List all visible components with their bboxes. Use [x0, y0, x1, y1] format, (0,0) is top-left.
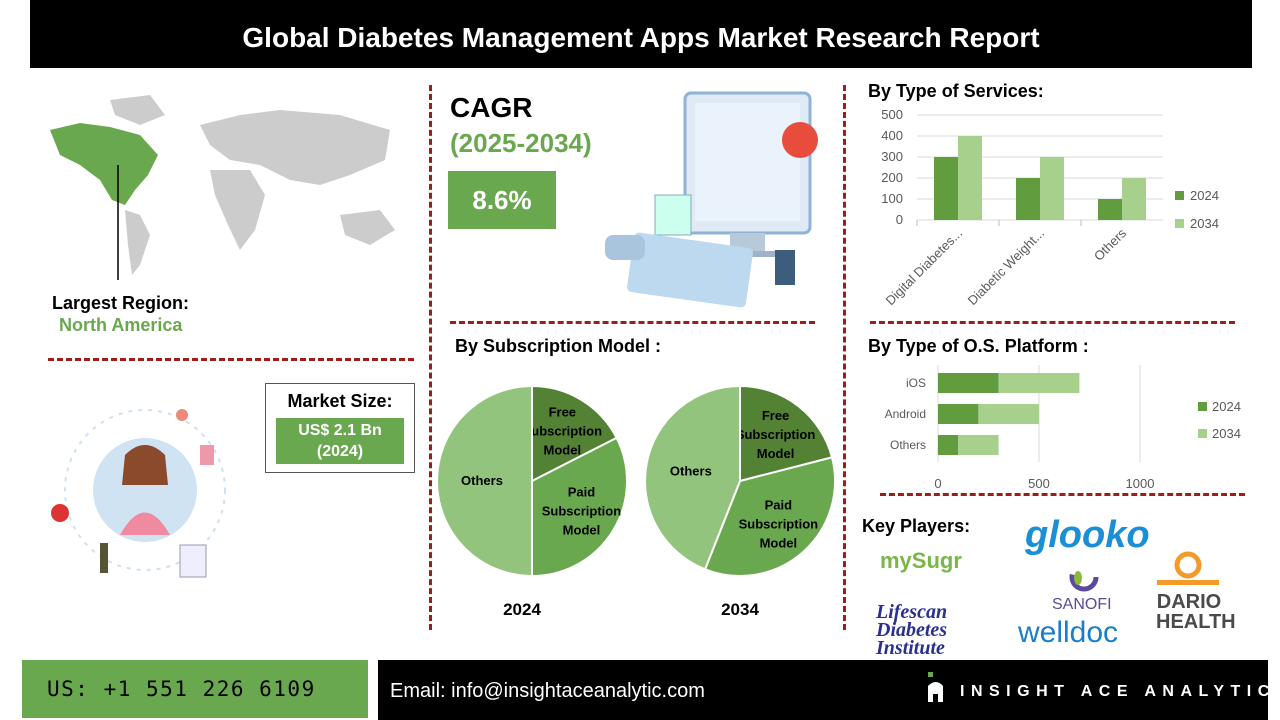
pie-caption: 2024: [503, 600, 541, 619]
bar-2024: [938, 435, 959, 455]
cagr-value: 8.6%: [448, 171, 556, 229]
divider: [48, 358, 414, 361]
legend-swatch: [1175, 191, 1184, 200]
market-size-year: (2024): [316, 443, 364, 460]
bar-2034: [1040, 157, 1064, 220]
medical-monitor-illustration: [605, 91, 818, 308]
market-size-value: US$ 2.1 Bn (2024): [276, 418, 404, 464]
largest-region-value: North America: [59, 315, 183, 335]
x-tick-label: Diabetic Weight...: [965, 226, 1047, 308]
cagr-period: (2025-2034): [450, 128, 592, 158]
slice-label: Paid: [568, 484, 596, 499]
divider: [429, 85, 432, 630]
slice-label: Subscription: [739, 517, 819, 532]
sanofi-logo-icon: [1069, 562, 1099, 592]
bar-2034: [1122, 178, 1146, 220]
y-tick-label: 400: [881, 128, 903, 143]
bar-2024: [938, 404, 979, 424]
legend-label: 2024: [1190, 188, 1219, 203]
legend-label: 2024: [1212, 399, 1241, 414]
divider: [843, 85, 846, 630]
services-chart-title: By Type of Services:: [868, 81, 1044, 101]
brand-name: INSIGHT ACE ANALYTIC: [960, 683, 1276, 700]
bar-2024: [938, 373, 999, 393]
insight-ace-logo-icon: [928, 672, 943, 702]
y-tick-label: 300: [881, 149, 903, 164]
phone-contact: US: +1 551 226 6109: [22, 660, 368, 718]
market-size-title: Market Size:: [287, 391, 393, 411]
market-size-card: Market Size: US$ 2.1 Bn (2024): [265, 383, 415, 473]
bar-2024: [1098, 199, 1122, 220]
y-tick-label: 0: [896, 212, 903, 227]
slice-label: Free: [549, 405, 576, 420]
pie-slice: [531, 384, 618, 483]
subscription-pie-charts: Free Subscription Model Paid Subscription Mod…: [436, 384, 836, 619]
x-tick-label: Digital Diabetes...: [882, 226, 965, 309]
x-tick-label: 500: [1028, 476, 1050, 491]
legend-label: 2034: [1212, 426, 1241, 441]
os-chart-title: By Type of O.S. Platform :: [868, 336, 1089, 356]
os-platform-bar-chart: 0 500 1000 iOS Android Others 2024 2034: [885, 365, 1241, 491]
key-players-title: Key Players:: [862, 516, 971, 536]
logo-mysugr: mySugr: [880, 548, 962, 573]
divider: [870, 321, 1235, 324]
divider: [880, 493, 1245, 496]
pie-slice: [703, 456, 836, 577]
slice-label: Subscription: [523, 424, 603, 439]
legend-label: 2034: [1190, 216, 1219, 231]
x-tick-label: 0: [934, 476, 941, 491]
logo-welldoc: welldoc: [1018, 616, 1119, 649]
dario-logo-icon: [1157, 551, 1219, 585]
logo-sanofi: SANOFI: [1052, 596, 1112, 613]
subscription-chart-title: By Subscription Model :: [455, 336, 662, 356]
services-bar-chart: 0 100 200 300 400 500 Digital Diabetes... Diabe…: [881, 107, 1219, 309]
slice-label: Paid: [765, 498, 793, 513]
logo-dario-health: DARIO HEALTH: [1156, 591, 1236, 633]
pie-slice: [531, 436, 628, 578]
slice-label: Subscription: [736, 427, 816, 442]
market-size-amount: US$ 2.1 Bn: [298, 422, 382, 439]
divider: [450, 321, 815, 324]
slice-label: Others: [670, 464, 712, 479]
logo-glooko: glooko: [1025, 514, 1150, 556]
pie-slice: [436, 384, 533, 578]
report-title: Global Diabetes Management Apps Market R…: [30, 0, 1252, 68]
y-tick-label: 500: [881, 107, 903, 122]
x-tick-label: Others: [1091, 225, 1130, 264]
slice-label: Model: [760, 536, 798, 551]
bar-2034: [998, 373, 1080, 393]
bar-2034: [958, 136, 982, 220]
bar-2024: [1016, 178, 1040, 220]
slice-label: Model: [544, 443, 582, 458]
slice-label: Free: [762, 408, 789, 423]
patient-illustration: [51, 409, 226, 578]
pie-slice: [644, 384, 741, 571]
largest-region-label: Largest Region:: [52, 293, 190, 313]
y-tick-label: Others: [890, 438, 926, 452]
bar-2034: [958, 435, 999, 455]
pie-slice: [739, 384, 834, 483]
cagr-title: CAGR: [450, 92, 533, 123]
y-tick-label: 200: [881, 170, 903, 185]
bar-2034: [978, 404, 1039, 424]
slice-label: Model: [563, 522, 601, 537]
legend-swatch: [1198, 402, 1207, 411]
legend-swatch: [1198, 429, 1207, 438]
y-tick-label: Android: [885, 407, 926, 421]
slice-label: Model: [757, 446, 795, 461]
bar-2024: [934, 157, 958, 220]
world-map: [50, 95, 395, 280]
slice-label: Others: [461, 473, 503, 488]
x-tick-label: 1000: [1126, 476, 1155, 491]
slice-label: Subscription: [542, 503, 622, 518]
logo-lifescan: Lifescan Diabetes Institute: [876, 601, 948, 659]
pie-caption: 2034: [721, 600, 759, 619]
legend-swatch: [1175, 219, 1184, 228]
y-tick-label: iOS: [906, 376, 926, 390]
email-contact: Email: info@insightaceanalytic.com: [378, 660, 1268, 720]
y-tick-label: 100: [881, 191, 903, 206]
